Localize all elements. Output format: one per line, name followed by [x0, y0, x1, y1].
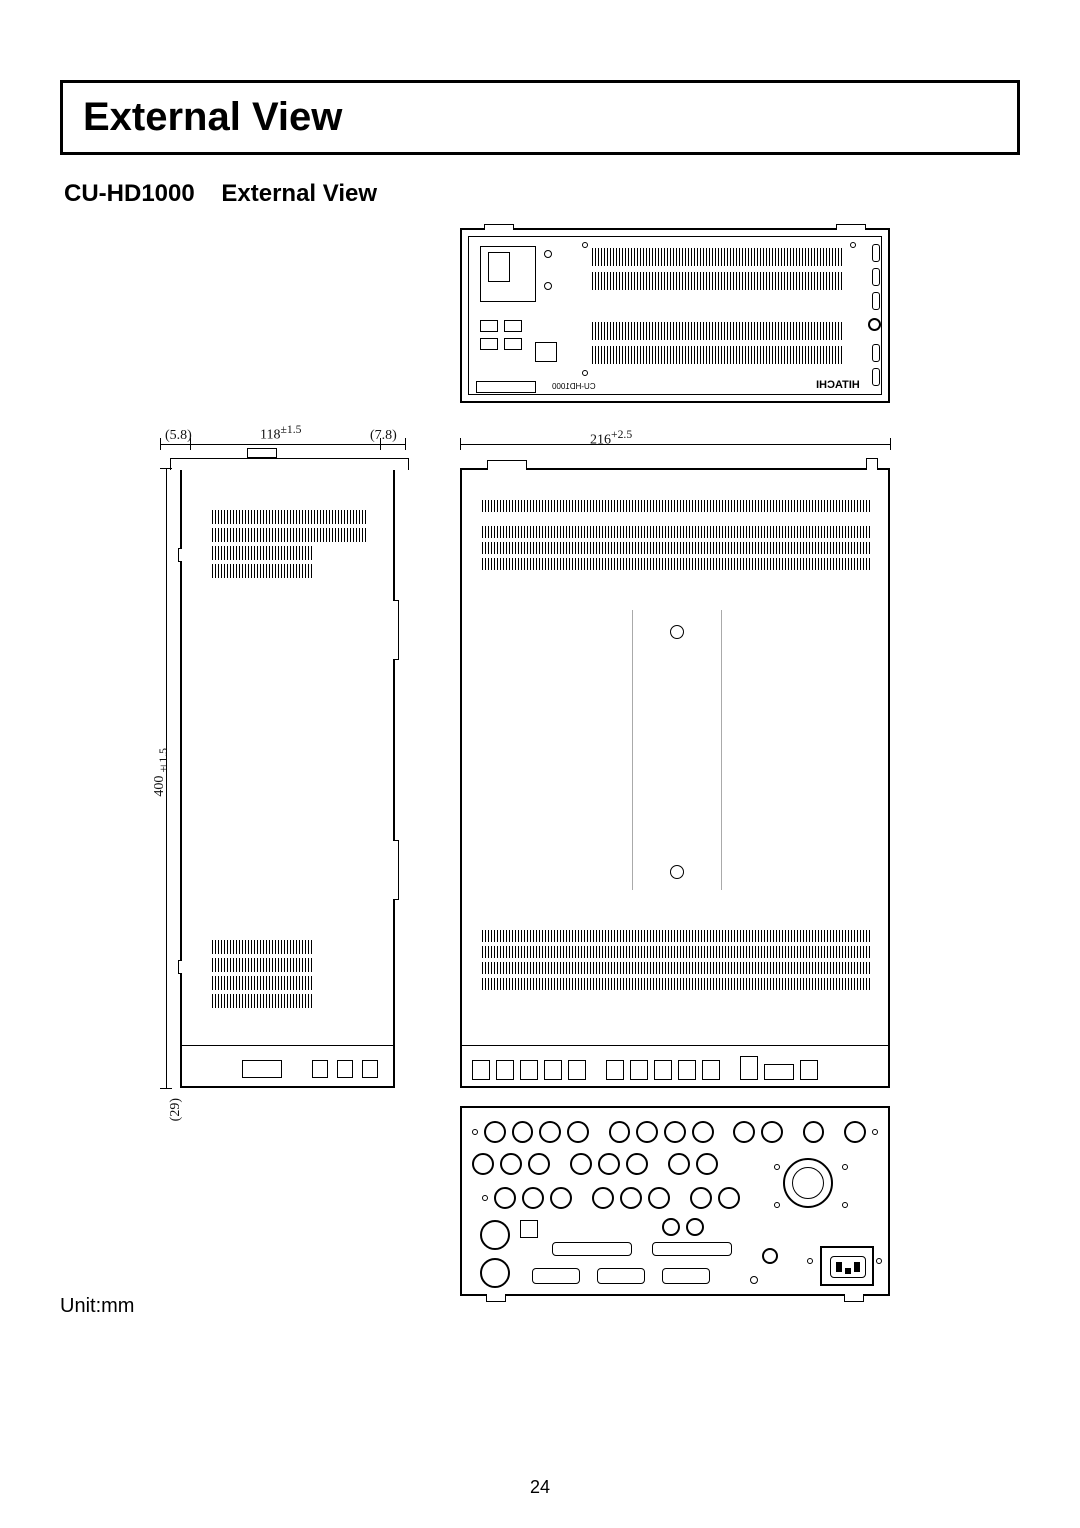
- dim-right-margin: (7.8): [370, 428, 397, 444]
- dsub-4: [597, 1268, 645, 1284]
- dsub-1: [552, 1242, 632, 1256]
- ac-inlet: [820, 1246, 874, 1286]
- page-title: External View: [83, 95, 997, 140]
- xlr-2: [480, 1258, 510, 1288]
- model-label: CU-HD1000: [552, 382, 596, 391]
- ground-terminal: [762, 1248, 778, 1264]
- unit-label: Unit:mm: [60, 1295, 134, 1318]
- subtitle-model: CU-HD1000: [64, 180, 195, 207]
- front-panel: CU-HD1000 HITACHI: [460, 228, 890, 403]
- subtitle-suffix: External View: [221, 180, 377, 207]
- side-view: [180, 468, 395, 1088]
- dsub-2: [652, 1242, 732, 1256]
- dim-depth: 216+2.5: [590, 428, 632, 449]
- dim-left-margin: (5.8): [165, 428, 192, 444]
- page-number: 24: [530, 1477, 550, 1498]
- brand-label: HITACHI: [816, 379, 860, 391]
- xlr-1: [480, 1220, 510, 1250]
- diagram-area: CU-HD1000 HITACHI 216+2.5 (5.8) 118±1.5 …: [60, 228, 1020, 1308]
- dsub-5: [662, 1268, 710, 1284]
- camera-connector: [783, 1158, 833, 1208]
- dim-bottom-margin: (29): [168, 1098, 184, 1121]
- subtitle: CU-HD1000 External View: [60, 180, 1020, 208]
- dim-width: 118±1.5: [260, 423, 301, 444]
- top-view: [460, 468, 890, 1088]
- dsub-3: [532, 1268, 580, 1284]
- rear-panel: [460, 1106, 890, 1296]
- dim-height: 400±1.5: [152, 748, 170, 797]
